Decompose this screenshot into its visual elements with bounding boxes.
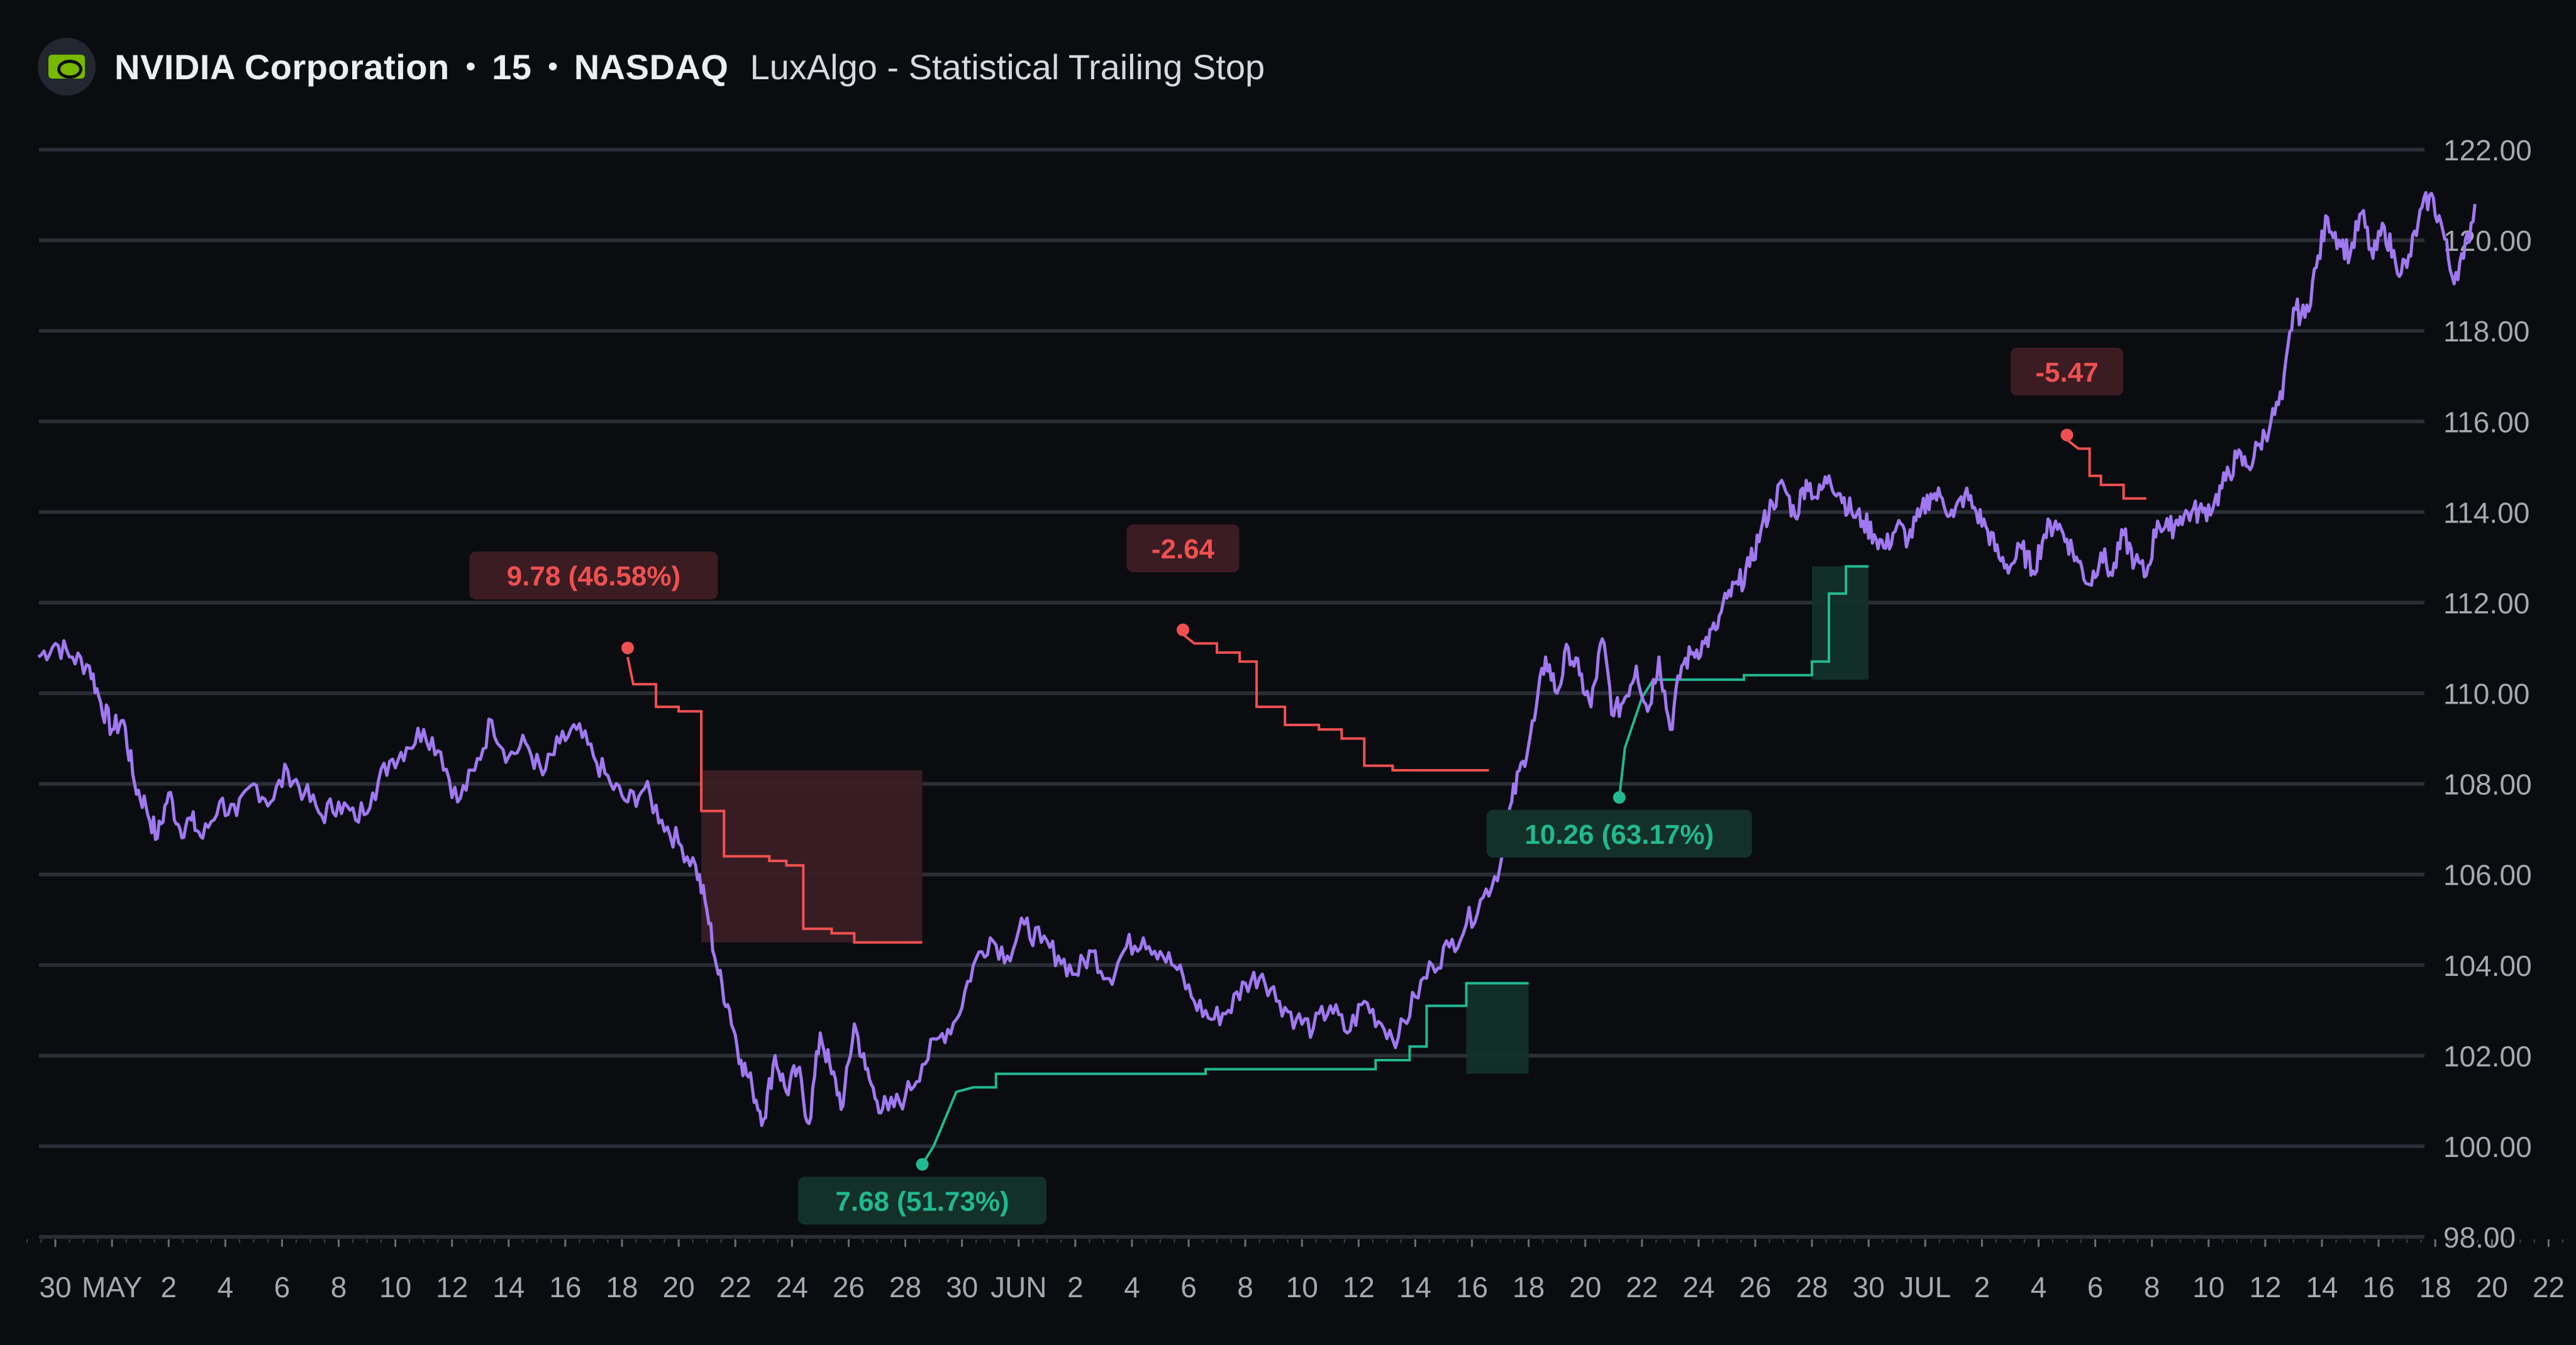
x-tick-label: 10 xyxy=(379,1271,411,1303)
y-tick-label: 98.00 xyxy=(2443,1221,2516,1254)
interval-label[interactable]: 15 xyxy=(492,47,532,87)
short-trade-label-box xyxy=(469,551,718,600)
x-tick-label: 14 xyxy=(492,1271,525,1303)
x-tick-label: 20 xyxy=(1569,1271,1601,1303)
long-trade-label: 7.68 (51.73%) xyxy=(835,1186,1009,1217)
x-tick-label: 28 xyxy=(1796,1271,1828,1303)
long-stop-zone xyxy=(1466,983,1529,1074)
y-tick-label: 118.00 xyxy=(2443,315,2529,348)
y-tick-label: 114.00 xyxy=(2443,496,2529,529)
exchange-label: NASDAQ xyxy=(574,47,729,87)
x-tick-label: 2 xyxy=(1067,1271,1084,1303)
x-tick-label: 30 xyxy=(1853,1271,1885,1303)
short-trailing-stop-line xyxy=(1182,633,1489,772)
trade-entry-dot xyxy=(916,1158,929,1171)
short-trade-label: 9.78 (46.58%) xyxy=(507,561,680,592)
x-tick-label: 6 xyxy=(274,1271,291,1303)
x-tick-label: JUL xyxy=(1899,1271,1951,1303)
x-tick-label: 24 xyxy=(776,1271,808,1303)
y-tick-label: 108.00 xyxy=(2443,768,2532,801)
x-tick-label: 8 xyxy=(1237,1271,1253,1303)
x-tick-label: 18 xyxy=(1513,1271,1545,1303)
short-trailing-stop-line xyxy=(2066,438,2146,500)
x-tick-label: 16 xyxy=(1456,1271,1488,1303)
long-trade-label-box xyxy=(1486,809,1752,858)
x-tick-label: JUN xyxy=(991,1271,1046,1303)
y-tick-label: 100.00 xyxy=(2443,1131,2532,1163)
y-tick-label: 106.00 xyxy=(2443,859,2532,892)
x-tick-label: 16 xyxy=(2363,1271,2395,1303)
short-trade-label: -2.64 xyxy=(1152,534,1215,565)
x-tick-label: 12 xyxy=(2249,1271,2281,1303)
separator-dot: • xyxy=(465,51,476,82)
nvidia-logo-icon xyxy=(38,38,96,96)
y-tick-label: 110.00 xyxy=(2443,678,2529,711)
y-tick-label: 104.00 xyxy=(2443,949,2532,982)
price-series xyxy=(37,191,2477,1127)
y-axis: 98.00 100.00 102.00 104.00 106.00 108.00 110.0… xyxy=(2443,134,2532,1254)
x-tick-label: 30 xyxy=(946,1271,978,1303)
x-tick-label: MAY xyxy=(82,1271,142,1303)
short-trailing-stop-line xyxy=(626,656,923,944)
x-tick-label: 20 xyxy=(2476,1271,2508,1303)
x-tick-label: 10 xyxy=(2192,1271,2224,1303)
x-tick-label: 24 xyxy=(1682,1271,1714,1303)
x-tick-label: 22 xyxy=(2533,1271,2565,1303)
short-trade-label-box xyxy=(2011,348,2124,396)
long-trailing-stop-line xyxy=(921,982,1529,1165)
x-tick-label: 30 xyxy=(39,1271,71,1303)
x-axis: 30 MAY 2 4 6 8 10 12 14 16 18 20 22 24 26 28 30 JUN 2 4 6 8 10… xyxy=(26,1239,2565,1303)
x-tick-label: 4 xyxy=(2031,1271,2047,1303)
x-tick-label: 28 xyxy=(889,1271,921,1303)
y-tick-label: 122.00 xyxy=(2443,134,2532,167)
x-tick-label: 8 xyxy=(2144,1271,2160,1303)
x-tick-label: 2 xyxy=(1974,1271,1990,1303)
indicator-name[interactable]: LuxAlgo - Statistical Trailing Stop xyxy=(750,47,1265,87)
x-tick-label: 12 xyxy=(436,1271,468,1303)
x-tick-label: 14 xyxy=(1399,1271,1431,1303)
x-tick-label: 14 xyxy=(2306,1271,2338,1303)
y-tick-label: 116.00 xyxy=(2443,406,2529,438)
x-tick-label: 4 xyxy=(1124,1271,1140,1303)
short-trade-label: -5.47 xyxy=(2035,357,2098,388)
x-tick-label: 8 xyxy=(331,1271,347,1303)
x-tick-label: 18 xyxy=(2419,1271,2451,1303)
x-tick-label: 12 xyxy=(1343,1271,1375,1303)
x-tick-label: 26 xyxy=(1739,1271,1771,1303)
x-tick-label: 6 xyxy=(1180,1271,1197,1303)
trade-entry-dot xyxy=(2060,428,2074,441)
stop-zones xyxy=(701,566,1869,1074)
separator-dot: • xyxy=(548,51,558,82)
long-trade-label-box xyxy=(798,1176,1047,1225)
long-trade-label: 10.26 (63.17%) xyxy=(1524,819,1714,850)
x-tick-label: 2 xyxy=(160,1271,177,1303)
short-trade-label-box xyxy=(1126,524,1240,572)
x-tick-label: 6 xyxy=(2087,1271,2104,1303)
y-tick-label: 102.00 xyxy=(2443,1040,2532,1073)
symbol-name[interactable]: NVIDIA Corporation xyxy=(114,47,450,87)
y-tick-label: 120.00 xyxy=(2443,224,2532,257)
x-tick-label: 18 xyxy=(606,1271,638,1303)
x-tick-label: 22 xyxy=(719,1271,752,1303)
x-tick-label: 20 xyxy=(663,1271,695,1303)
grid-lines xyxy=(39,148,2424,1239)
x-tick-label: 26 xyxy=(833,1271,865,1303)
x-tick-label: 16 xyxy=(549,1271,581,1303)
x-tick-label: 22 xyxy=(1626,1271,1658,1303)
y-tick-label: 112.00 xyxy=(2443,587,2529,619)
price-line xyxy=(37,191,2477,1127)
chart-header: NVIDIA Corporation • 15 • NASDAQ LuxAlgo… xyxy=(38,38,1265,96)
x-tick-label: 4 xyxy=(218,1271,234,1303)
trade-annotations: 9.78 (46.58%) -2.64 -5.47 7.68 (51.73%) 10.2… xyxy=(469,348,2124,1225)
trade-entry-dot xyxy=(621,641,635,655)
trade-entry-dot xyxy=(1613,791,1626,804)
trade-entry-dot xyxy=(1176,623,1189,636)
x-tick-label: 10 xyxy=(1286,1271,1318,1303)
